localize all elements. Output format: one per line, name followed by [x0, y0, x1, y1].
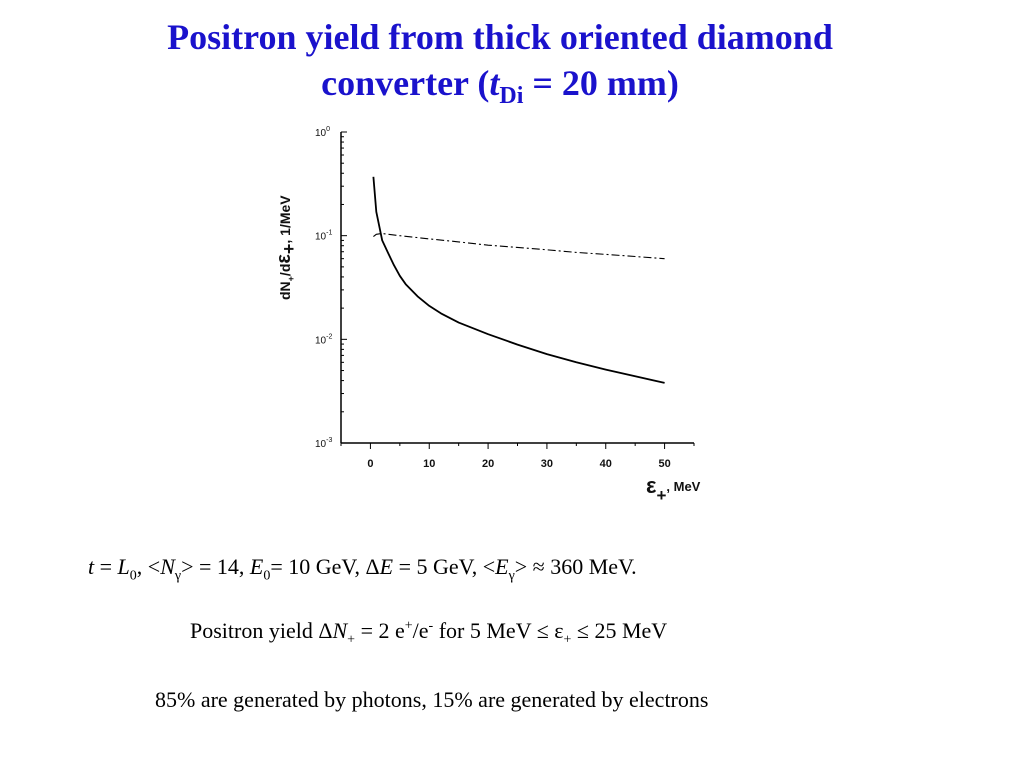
title-t-symbol: t — [489, 63, 500, 103]
yield-mid: = 2 e — [355, 618, 405, 643]
param-gamma-1: γ — [174, 568, 182, 584]
param-n: N — [160, 554, 175, 579]
x-tick-label: 40 — [600, 458, 612, 470]
parameters-caption: t = L0, <Nγ> = 14, E0= 10 GeV, ΔE = 5 Ge… — [88, 554, 637, 584]
yield-prefix: Positron yield Δ — [190, 618, 333, 643]
y-label-epsilon: ε — [273, 254, 295, 264]
series-line-dash-dot — [373, 232, 665, 260]
x-label-unit: , MeV — [666, 479, 700, 494]
chart-axes: 0 10 20 30 40 50 100 10-1 10-2 10-3 — [315, 126, 695, 470]
param-after-e0: = 10 GeV, Δ — [270, 554, 380, 579]
y-tick-label: 10-3 — [315, 437, 332, 450]
yield-n: N — [332, 618, 348, 643]
param-after-l: , < — [136, 554, 161, 579]
param-e0: E — [249, 554, 264, 579]
x-tick-label: 0 — [367, 458, 373, 470]
param-after-n: > = 14, — [181, 554, 250, 579]
chart-series — [372, 176, 665, 384]
generated-caption: 85% are generated by photons, 15% are ge… — [155, 687, 709, 712]
title-t-subscript: Di — [499, 83, 524, 109]
series-line-solid — [372, 176, 665, 384]
x-axis-label: ε+, MeV — [646, 473, 701, 505]
yield-eps-sub: + — [563, 632, 572, 648]
param-eg: E — [495, 554, 509, 579]
param-t: t — [88, 554, 95, 579]
param-gamma-2: γ — [508, 568, 515, 584]
y-label-plus-1: + — [286, 276, 296, 281]
x-tick-label: 50 — [658, 458, 670, 470]
y-tick-label: 10-2 — [315, 333, 332, 346]
title-suffix: = 20 mm) — [523, 63, 679, 103]
yield-sup-minus: - — [428, 618, 434, 634]
yield-sup-plus: + — [404, 618, 413, 634]
y-axis-label: dN+/dε+, 1/MeV — [273, 195, 299, 300]
y-label-plus-2: + — [279, 244, 299, 255]
yield-n-sub: + — [347, 632, 356, 648]
title-prefix: converter ( — [321, 63, 490, 103]
slide-title: Positron yield from thick oriented diamo… — [0, 14, 1000, 119]
y-tick-label: 100 — [315, 126, 330, 139]
x-label-epsilon: ε — [646, 473, 657, 498]
x-label-plus: + — [656, 486, 666, 505]
param-e: E — [379, 554, 394, 579]
param-after-e: = 5 GeV, < — [393, 554, 496, 579]
yield-range: for 5 MeV ≤ ε — [433, 618, 564, 643]
yield-caption: Positron yield ΔN+ = 2 e+/e- for 5 MeV ≤… — [190, 618, 667, 648]
yield-slash-e: /e — [412, 618, 429, 643]
title-line-2: converter (tDi = 20 mm) — [0, 60, 1000, 119]
x-tick-label: 30 — [541, 458, 553, 470]
param-e0-sub: 0 — [263, 568, 271, 584]
param-after-eg: > ≈ 360 MeV. — [514, 554, 637, 579]
param-l-sub: 0 — [129, 568, 137, 584]
param-eq-l: = — [94, 554, 118, 579]
yield-end: ≤ 25 MeV — [571, 618, 668, 643]
y-label-dN: dN — [277, 281, 293, 300]
x-tick-label: 20 — [482, 458, 494, 470]
y-label-slash-d: /d — [277, 264, 293, 276]
y-tick-label: 10-1 — [315, 230, 332, 243]
x-tick-label: 10 — [423, 458, 435, 470]
param-l: L — [117, 554, 130, 579]
y-label-unit: , 1/MeV — [277, 195, 293, 244]
title-line-1: Positron yield from thick oriented diamo… — [167, 17, 833, 57]
